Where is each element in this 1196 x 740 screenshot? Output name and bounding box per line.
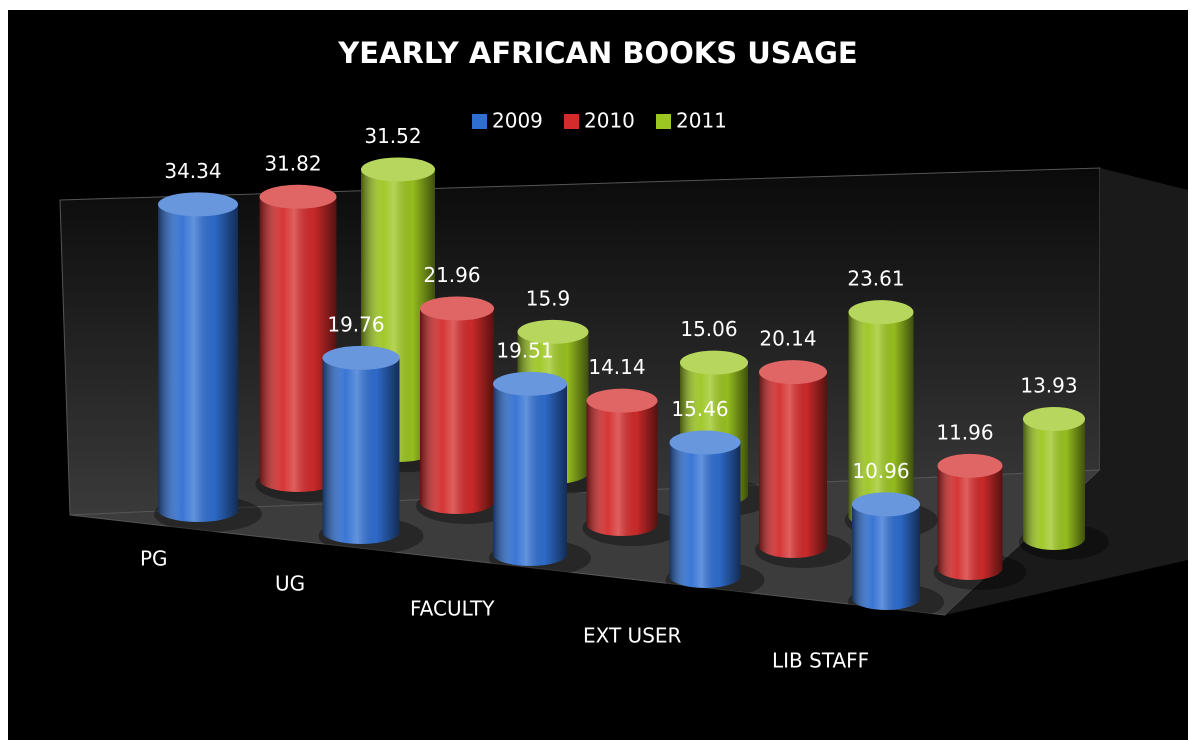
- data-label: 15.06: [680, 317, 737, 341]
- bar-top: [158, 192, 238, 217]
- bar-top-highlight: [669, 430, 741, 455]
- bar-shade: [259, 196, 337, 492]
- data-label: 14.14: [588, 355, 645, 379]
- data-label: 20.14: [759, 327, 816, 351]
- bar-top-highlight: [759, 360, 827, 385]
- legend-swatch: [472, 114, 487, 129]
- bar: [1019, 406, 1109, 560]
- data-label: 11.96: [936, 420, 993, 444]
- bar-top: [669, 430, 741, 455]
- data-label: 21.96: [423, 263, 480, 287]
- bar-shade: [669, 442, 741, 588]
- bar-top-highlight: [586, 388, 658, 413]
- bar-top-highlight: [852, 492, 920, 517]
- data-label: 31.52: [364, 124, 421, 148]
- chart-title: YEARLY AFRICAN BOOKS USAGE: [337, 36, 857, 70]
- bar-shade: [759, 372, 827, 558]
- bar: [755, 360, 851, 568]
- bar-top-highlight: [420, 296, 494, 321]
- bar-shade: [852, 504, 920, 610]
- bar-shade: [1023, 418, 1085, 550]
- bar-top-highlight: [680, 350, 748, 375]
- bar: [582, 388, 682, 546]
- bar-top-highlight: [322, 345, 400, 370]
- bar: [665, 430, 765, 598]
- legend-swatch: [564, 114, 579, 129]
- x-tick-label: FACULTY: [410, 597, 495, 621]
- x-tick-label: PG: [140, 547, 168, 571]
- bar-shade: [586, 400, 658, 536]
- data-label: 23.61: [847, 267, 904, 291]
- data-label: 10.96: [852, 459, 909, 483]
- data-label: 19.51: [496, 338, 553, 362]
- bar-top: [420, 296, 494, 321]
- bar-top: [586, 388, 658, 413]
- bar-top-highlight: [493, 371, 567, 396]
- bar-top: [259, 184, 337, 209]
- bar-top: [361, 157, 435, 182]
- bar-top-highlight: [361, 157, 435, 182]
- bar-top-highlight: [517, 319, 589, 344]
- bar-top: [680, 350, 748, 375]
- bar: [933, 453, 1027, 590]
- x-tick-label: UG: [275, 572, 305, 596]
- data-label: 31.82: [264, 151, 321, 175]
- x-tick-label: LIB STAFF: [772, 649, 869, 673]
- bar-top: [759, 360, 827, 385]
- bar: [489, 371, 591, 576]
- legend-label: 2010: [584, 109, 635, 133]
- bar-shade: [937, 465, 1003, 580]
- bar-shade: [158, 204, 238, 522]
- bar-top: [852, 492, 920, 517]
- legend-swatch: [656, 114, 671, 129]
- bar-top-highlight: [259, 184, 337, 209]
- side-wall: [945, 168, 1188, 615]
- bar-shade: [848, 312, 914, 528]
- legend-label: 2009: [492, 109, 543, 133]
- bar-top-highlight: [937, 453, 1003, 478]
- bar-top: [937, 453, 1003, 478]
- data-label: 19.76: [327, 312, 384, 336]
- bar: [848, 492, 944, 620]
- bar-shade: [420, 308, 494, 514]
- data-label: 34.34: [164, 159, 221, 183]
- bar-top-highlight: [848, 300, 914, 325]
- data-label: 13.93: [1020, 373, 1077, 397]
- bar-top: [493, 371, 567, 396]
- data-label: 15.46: [671, 397, 728, 421]
- legend-label: 2011: [676, 109, 727, 133]
- bar-top: [517, 319, 589, 344]
- bar-top-highlight: [1023, 406, 1085, 431]
- x-tick-label: EXT USER: [583, 624, 682, 648]
- bar: [416, 296, 518, 524]
- bar-top: [848, 300, 914, 325]
- bar: [318, 345, 424, 554]
- bar-shade: [322, 357, 400, 544]
- data-label: 15.9: [526, 286, 571, 310]
- bar-top: [322, 345, 400, 370]
- bar-top: [1023, 406, 1085, 431]
- bar-shade: [493, 383, 567, 566]
- bar-top-highlight: [158, 192, 238, 217]
- bar: [154, 192, 262, 532]
